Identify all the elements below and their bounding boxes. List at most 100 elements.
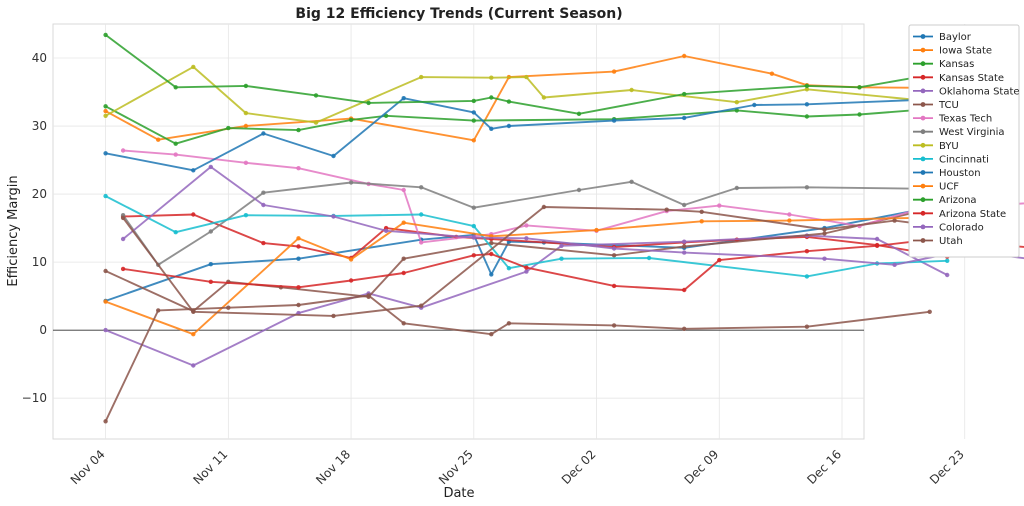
legend-label: Oklahoma State bbox=[939, 86, 1020, 97]
data-point bbox=[331, 214, 336, 219]
data-point bbox=[945, 272, 950, 278]
data-point bbox=[120, 148, 126, 153]
data-point bbox=[489, 272, 494, 277]
data-point bbox=[541, 204, 547, 210]
data-point bbox=[769, 71, 775, 76]
data-point bbox=[699, 219, 704, 224]
data-point bbox=[699, 209, 704, 214]
data-point bbox=[313, 120, 319, 125]
data-point bbox=[296, 285, 301, 290]
data-point bbox=[471, 118, 476, 123]
data-point bbox=[629, 179, 634, 184]
legend-swatch-marker bbox=[920, 34, 926, 39]
data-point bbox=[804, 324, 810, 329]
data-point bbox=[524, 223, 529, 228]
legend-item: Oklahoma State bbox=[913, 86, 1020, 97]
data-point bbox=[348, 257, 354, 262]
data-point bbox=[822, 227, 827, 232]
data-point bbox=[243, 213, 249, 218]
data-point bbox=[874, 236, 880, 242]
data-point bbox=[296, 256, 301, 261]
series-line bbox=[104, 294, 930, 422]
legend-label: TCU bbox=[938, 100, 959, 111]
series-line bbox=[105, 34, 965, 115]
data-point bbox=[419, 185, 424, 190]
series-kansas-2 bbox=[103, 104, 967, 146]
data-point bbox=[734, 185, 739, 191]
legend-item: Kansas bbox=[913, 59, 974, 70]
data-point bbox=[103, 193, 108, 199]
legend-item: TCU bbox=[913, 100, 959, 111]
y-tick-label: 30 bbox=[32, 119, 47, 133]
legend-label: Utah bbox=[939, 236, 963, 247]
data-point bbox=[103, 108, 108, 114]
legend-swatch-marker bbox=[920, 156, 926, 162]
data-point bbox=[611, 246, 617, 251]
data-point bbox=[243, 160, 249, 165]
data-point bbox=[471, 205, 476, 210]
data-point bbox=[787, 218, 792, 223]
data-point bbox=[103, 104, 108, 109]
data-point bbox=[296, 236, 301, 241]
data-point bbox=[348, 278, 354, 283]
legend-label: Kansas State bbox=[939, 73, 1004, 84]
data-point bbox=[313, 93, 319, 98]
legend-swatch-marker bbox=[920, 224, 926, 230]
data-point bbox=[226, 305, 231, 310]
data-point bbox=[261, 240, 266, 246]
data-point bbox=[383, 228, 389, 233]
data-point bbox=[506, 266, 512, 271]
y-tick-label: 20 bbox=[32, 187, 47, 201]
data-point bbox=[261, 190, 266, 195]
data-point bbox=[103, 299, 108, 304]
data-point bbox=[243, 110, 249, 116]
legend-swatch-marker bbox=[920, 210, 926, 216]
data-point bbox=[524, 236, 529, 241]
data-point bbox=[611, 283, 617, 289]
legend-swatch-marker bbox=[920, 183, 926, 189]
data-point bbox=[892, 218, 897, 223]
data-point bbox=[682, 244, 687, 249]
chart-title: Big 12 Efficiency Trends (Current Season… bbox=[295, 6, 622, 22]
data-point bbox=[524, 74, 529, 80]
data-point bbox=[401, 256, 406, 261]
data-point bbox=[120, 215, 126, 221]
data-point bbox=[419, 303, 424, 308]
data-point bbox=[874, 243, 880, 248]
data-point bbox=[401, 96, 406, 101]
legend-label: Arizona bbox=[939, 195, 977, 206]
data-point bbox=[506, 99, 512, 104]
data-point bbox=[489, 126, 494, 131]
data-point bbox=[822, 256, 827, 261]
y-tick-label: 0 bbox=[39, 323, 47, 337]
data-point bbox=[611, 323, 617, 328]
data-point bbox=[173, 141, 178, 146]
legend-label: Colorado bbox=[939, 222, 984, 233]
y-axis-title: Efficiency Margin bbox=[6, 175, 21, 286]
data-point bbox=[208, 164, 213, 170]
legend-label: Houston bbox=[939, 168, 981, 179]
data-point bbox=[734, 100, 739, 105]
data-point bbox=[682, 53, 687, 59]
series-west-virginia-7 bbox=[120, 179, 967, 267]
data-point bbox=[419, 74, 424, 80]
data-point bbox=[524, 265, 529, 270]
data-point bbox=[120, 266, 126, 272]
data-point bbox=[103, 151, 108, 156]
data-point bbox=[576, 187, 582, 193]
data-point bbox=[208, 262, 213, 267]
series-utah-15 bbox=[103, 293, 932, 424]
data-point bbox=[191, 332, 196, 337]
data-point bbox=[682, 250, 687, 255]
legend-item: Kansas State bbox=[913, 73, 1004, 84]
data-point bbox=[787, 212, 792, 217]
series-tcu-5 bbox=[103, 210, 950, 314]
data-point bbox=[559, 256, 564, 261]
data-point bbox=[506, 123, 512, 129]
data-point bbox=[945, 258, 950, 263]
data-point bbox=[348, 180, 354, 185]
series-colorado-14 bbox=[120, 164, 1024, 267]
legend-swatch-marker bbox=[920, 170, 926, 175]
data-point bbox=[331, 153, 336, 159]
